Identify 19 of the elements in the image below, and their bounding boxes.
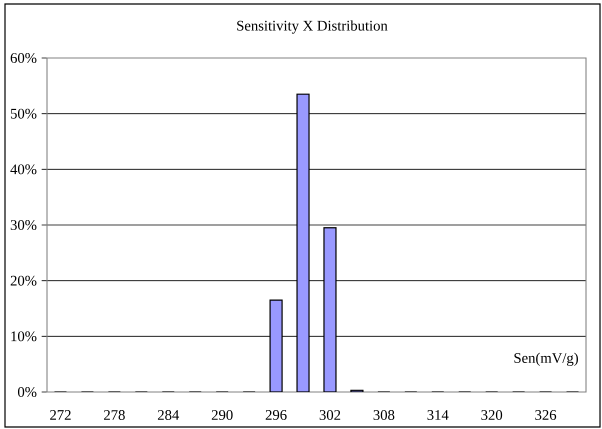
y-tick-label: 50% (10, 108, 36, 119)
x-tick-label: 284 (158, 410, 180, 420)
y-tick-label: 30% (10, 220, 36, 230)
y-tick-label: 0% (18, 387, 36, 397)
x-tick-label: 272 (50, 410, 71, 420)
x-tick-label: 278 (104, 410, 125, 420)
chart-title: Sensitivity X Distribution (237, 20, 388, 34)
x-tick-label: 296 (266, 410, 287, 420)
x-tick-label: 290 (212, 410, 233, 420)
x-tick-label: 314 (427, 410, 449, 420)
y-tick-label: 40% (10, 164, 36, 174)
x-tick-label: 320 (481, 410, 502, 420)
y-tick-label: 20% (10, 276, 36, 286)
y-tick-label: 10% (11, 331, 36, 342)
x-tick-label: 326 (535, 410, 556, 420)
x-axis-title: Sen(mV/g) (514, 352, 578, 366)
x-tick-label: 302 (320, 410, 340, 420)
x-tick-label: 308 (374, 410, 394, 420)
y-tick-label: 60% (10, 53, 36, 63)
